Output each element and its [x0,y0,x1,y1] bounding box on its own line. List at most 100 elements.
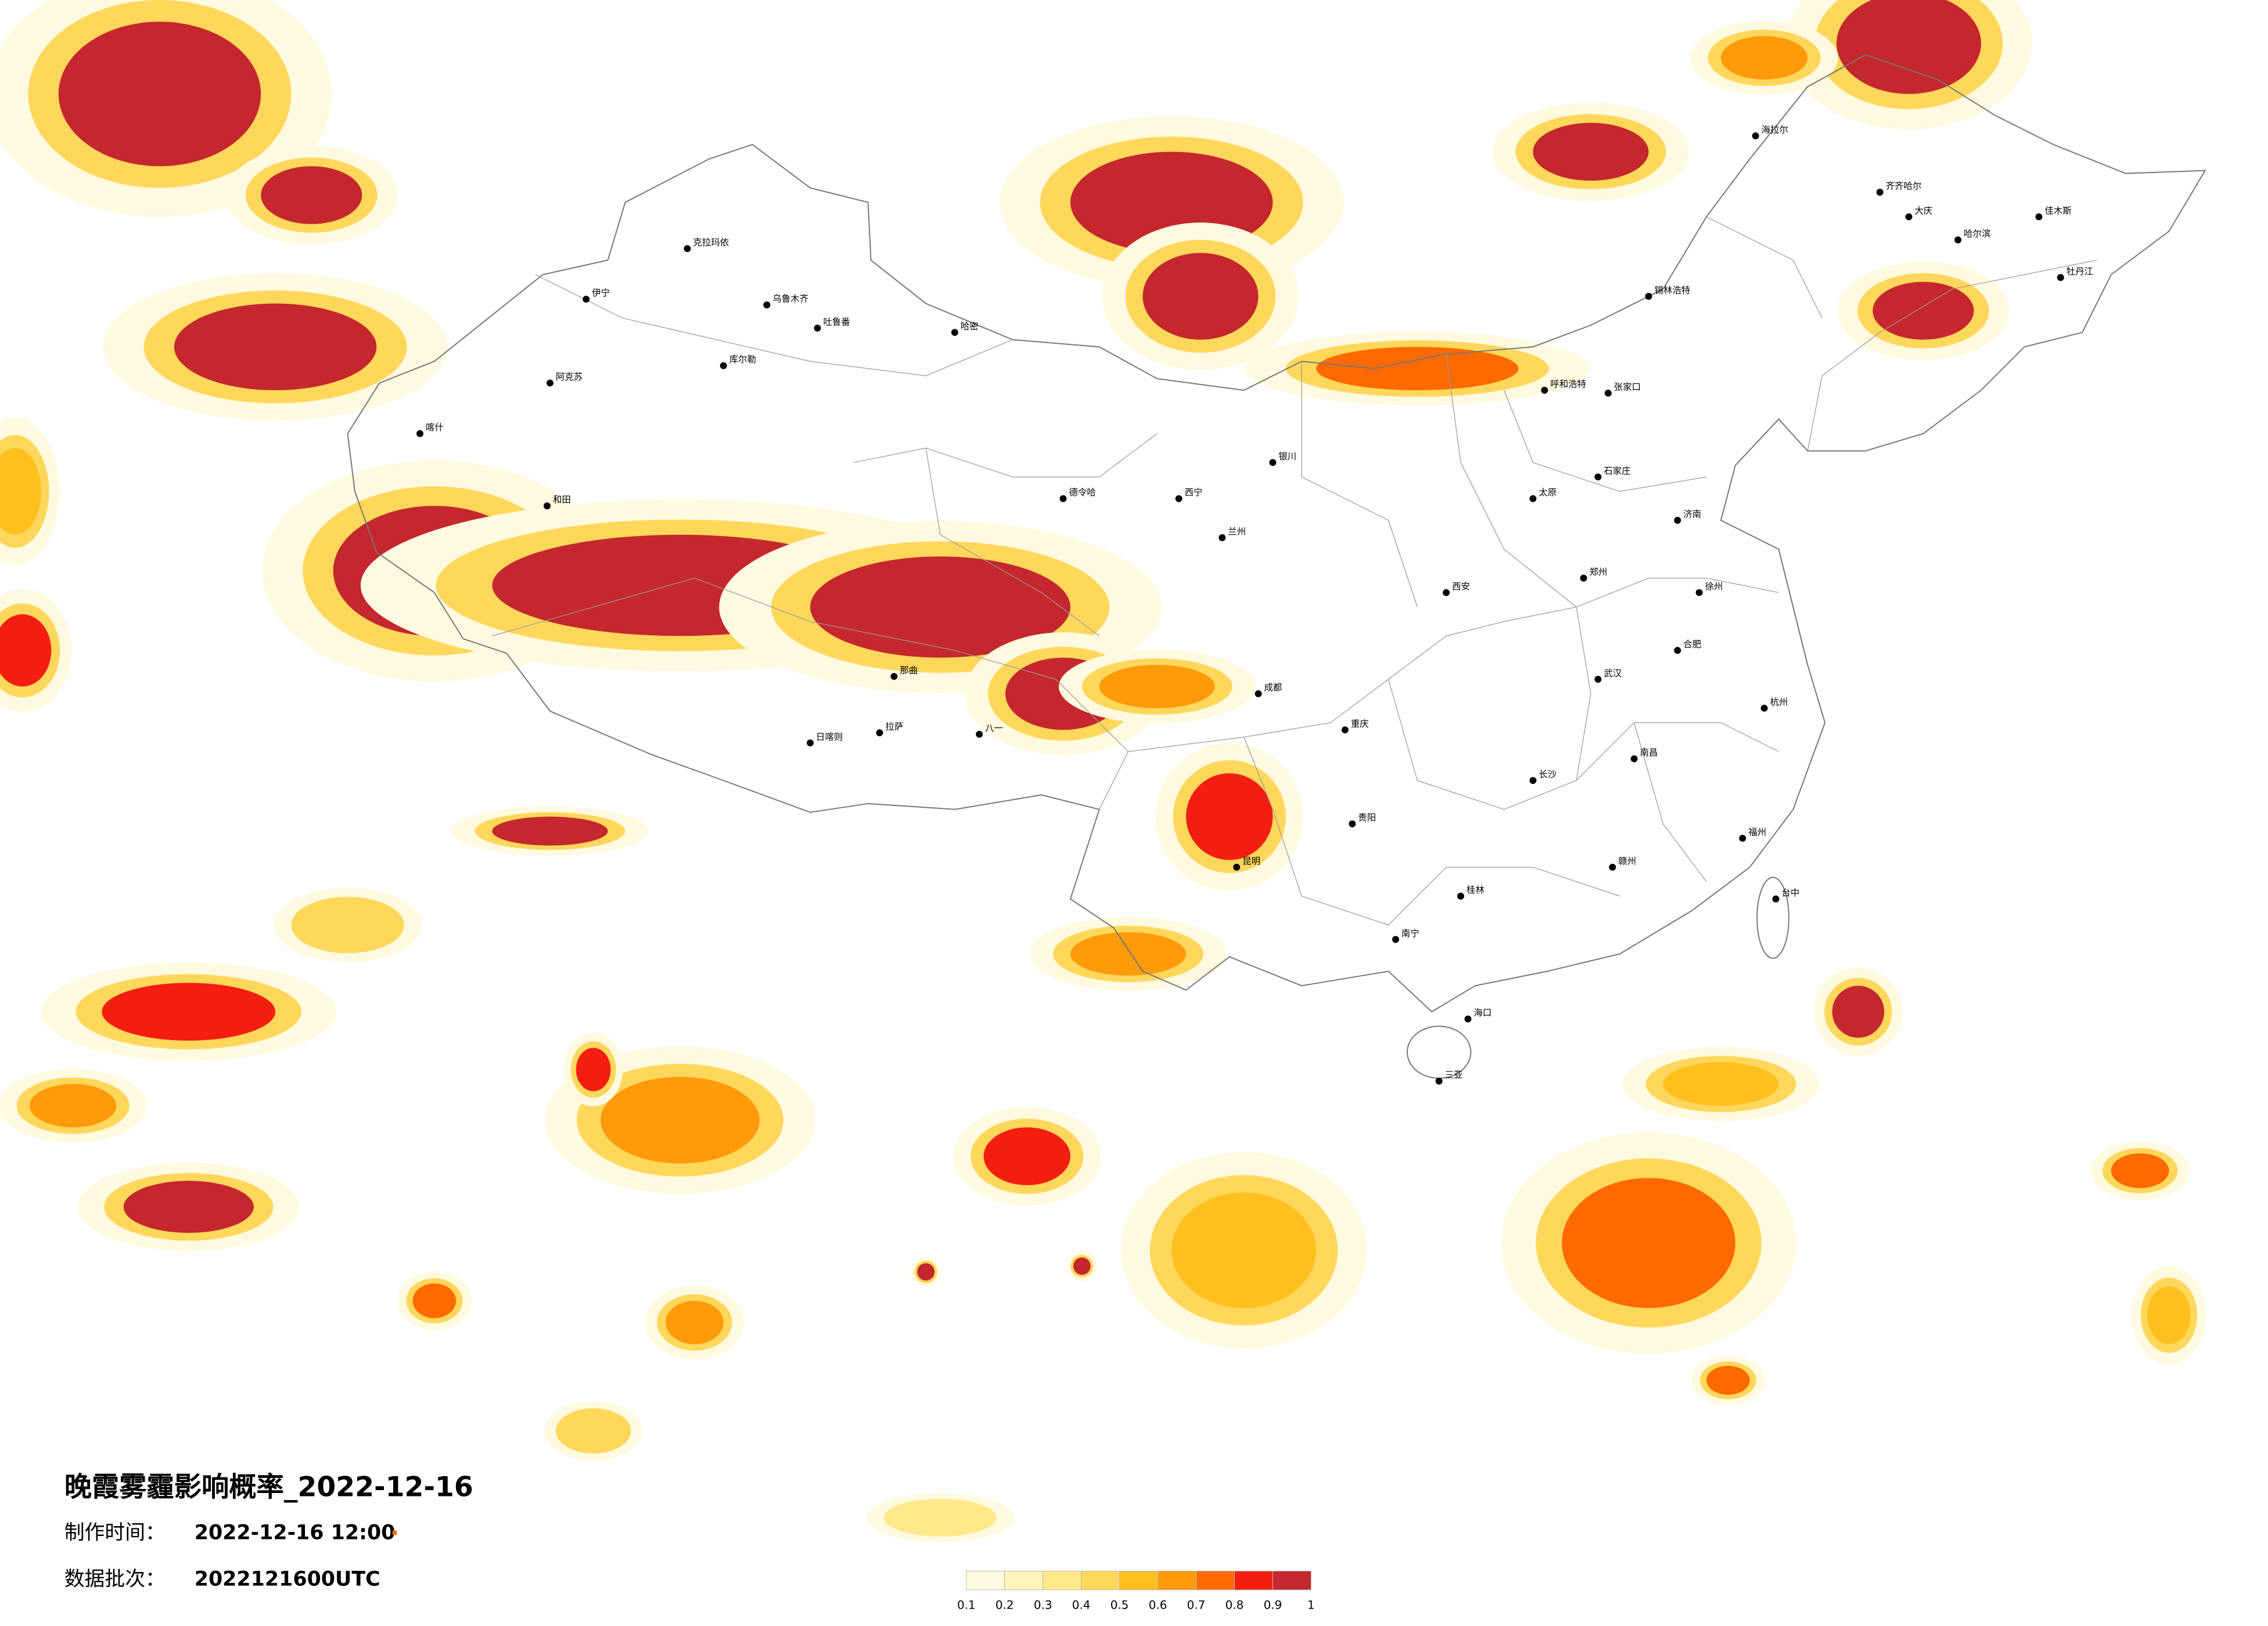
haze-core [304,903,391,947]
haze-core [1533,123,1649,181]
city-dot [1541,387,1548,394]
city-dot [1695,589,1703,596]
haze-core [564,1413,623,1448]
city-dot [1609,864,1616,871]
haze-core [123,1181,254,1233]
haze-core [1832,985,1885,1038]
city-label: 锡林浩特 [1655,285,1691,296]
city-label: 长沙 [1539,769,1557,780]
city-label: 武汉 [1604,668,1622,678]
city-dot [1392,936,1399,943]
city-label: 日喀则 [816,732,843,742]
haze-core [2147,1286,2191,1344]
issue-time-label: 制作时间： [64,1521,166,1545]
legend-swatch [1119,1570,1159,1591]
city-dot [1580,574,1587,582]
city-dot [1645,293,1652,300]
city-label: 石家庄 [1604,466,1630,476]
legend-swatch [1004,1570,1044,1591]
haze-core [917,1263,935,1281]
city-label: 八一 [985,723,1003,733]
legend-swatch [1043,1570,1082,1591]
city-dot [1905,213,1913,221]
legend-swatch [966,1570,1005,1591]
city-label: 阿克苏 [556,372,583,382]
city-label: 赣州 [1618,856,1636,866]
legend-tick-label: 1 [1307,1599,1315,1612]
city-dot [2057,274,2064,281]
legend-tick-label: 0.9 [1264,1599,1282,1612]
legend: 0.1 0.2 0.3 0.4 0.5 0.6 0.7 0.8 0.9 1 [957,1570,1315,1612]
haze-core [1836,0,1981,94]
city-dot [1443,589,1450,596]
haze-core [174,303,377,390]
city-dot [1760,704,1768,712]
city-label: 西安 [1452,581,1470,592]
city-label: 台中 [1782,888,1800,898]
city-label: 吐鲁番 [823,317,850,328]
legend-swatch [1196,1570,1235,1591]
city-dot [1772,895,1780,903]
city-dot [1954,236,1962,244]
haze-core [897,1503,984,1533]
legend-tick-label: 0.2 [995,1599,1014,1612]
city-label: 哈尔滨 [1964,229,1990,239]
haze-core [666,1301,724,1344]
city-dot [1604,390,1612,397]
city-label: 福州 [1748,827,1766,837]
city-dot [1175,495,1182,502]
city-label: 兰州 [1228,526,1246,537]
city-dot [1349,820,1356,828]
taiwan [1756,876,1789,959]
city-dot [1341,726,1349,733]
city-label: 三亚 [1445,1070,1463,1080]
haze-core [492,816,608,846]
city-label: 乌鲁木齐 [772,294,808,304]
legend-swatch [1234,1570,1273,1591]
city-label: 重庆 [1351,718,1369,729]
batch: 2022121600UTC [195,1567,380,1591]
haze-core [1186,773,1273,860]
haze-core [29,1084,117,1128]
city-label: 呼和浩特 [1550,379,1586,390]
city-label: 库尔勒 [729,354,756,365]
haze-core [412,1283,457,1318]
city-label: 济南 [1683,509,1701,520]
legend-tick-label: 0.1 [957,1599,976,1612]
city-dot [1255,690,1262,697]
haze-core [102,983,276,1041]
batch-label: 数据批次： [64,1567,166,1591]
province-lines [492,216,2097,926]
haze-core [261,166,362,224]
haze-core [58,21,261,167]
city-label: 德令哈 [1069,487,1096,498]
haze-core [810,556,1070,658]
city-dot [1529,495,1537,502]
city-label: 桂林 [1467,885,1485,895]
city-dot [1739,834,1746,842]
city-label: 佳木斯 [2045,206,2072,216]
legend-tick-label: 0.5 [1110,1599,1129,1612]
legend-tick-label: 0.7 [1187,1599,1206,1612]
haze-core [2111,1153,2169,1188]
city-label: 杭州 [1770,697,1788,707]
city-label: 张家口 [1614,382,1641,393]
city-dot [890,672,898,680]
city-dot [1752,132,1759,139]
city-label: 齐齐哈尔 [1886,181,1922,192]
haze-core [1171,1192,1317,1308]
city-label: 牡丹江 [2066,266,2093,276]
city-dot [1269,459,1277,466]
city-dot [1529,777,1537,784]
legend-swatch [1158,1570,1197,1591]
haze-core [1070,932,1187,976]
city-dot [876,729,883,736]
city-dot [1674,517,1681,524]
city-label: 郑州 [1590,567,1608,577]
haze-core [1872,282,1974,340]
legend-tick-label: 0.4 [1072,1599,1091,1612]
haze-core [1720,36,1808,80]
legend-tick-label: 0.3 [1034,1599,1052,1612]
city-label: 南昌 [1640,747,1658,758]
city-label: 那曲 [900,665,918,675]
